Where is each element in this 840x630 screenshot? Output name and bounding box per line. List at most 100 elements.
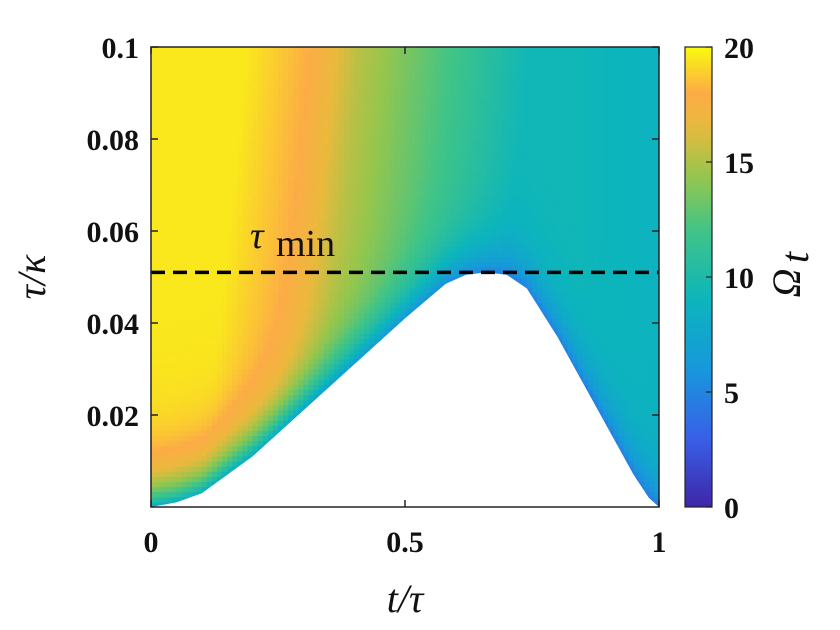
heatmap-cell: [318, 302, 325, 309]
heatmap-cell: [211, 231, 218, 237]
heatmap-cell: [308, 312, 315, 319]
heatmap-cell: [196, 164, 203, 171]
heatmap-cell: [359, 87, 365, 94]
heatmap-cell: [217, 82, 223, 89]
heatmap-cell: [420, 185, 426, 191]
heatmap-cell: [181, 123, 188, 130]
heatmap-cell: [151, 282, 157, 288]
heatmap-cell: [237, 67, 244, 74]
heatmap-cell: [410, 220, 416, 227]
heatmap-cell: [318, 261, 325, 268]
heatmap-cell: [247, 164, 254, 171]
heatmap-cell: [359, 82, 365, 89]
heatmap-cell: [303, 353, 310, 360]
heatmap-cell: [333, 62, 340, 69]
heatmap-cell: [283, 256, 289, 263]
heatmap-cell: [211, 323, 218, 329]
heatmap-cell: [272, 67, 279, 74]
heatmap-cell: [354, 87, 360, 94]
heatmap-cell: [166, 98, 172, 104]
heatmap-cell: [425, 144, 431, 150]
heatmap-cell: [349, 261, 355, 268]
heatmap-cell: [384, 317, 391, 324]
heatmap-cell: [278, 169, 284, 176]
heatmap-cell: [344, 287, 350, 293]
heatmap-cell: [405, 231, 411, 237]
heatmap-cell: [288, 154, 294, 161]
heatmap-cell: [222, 149, 228, 155]
heatmap-cell: [201, 185, 208, 191]
heatmap-cell: [267, 118, 274, 125]
heatmap-cell: [303, 261, 310, 268]
heatmap-cell: [176, 307, 183, 314]
heatmap-cell: [262, 409, 269, 416]
heatmap-cell: [227, 379, 233, 385]
heatmap-cell: [333, 374, 340, 380]
heatmap-cell: [176, 328, 183, 334]
heatmap-cell: [333, 195, 340, 201]
heatmap-cell: [394, 159, 401, 166]
heatmap-cell: [328, 200, 335, 207]
heatmap-cell: [313, 297, 320, 304]
heatmap-cell: [191, 430, 198, 437]
heatmap-cell: [313, 174, 320, 181]
heatmap-cell: [191, 420, 198, 426]
heatmap-cell: [338, 271, 345, 278]
heatmap-cell: [237, 159, 244, 166]
heatmap-cell: [222, 455, 228, 462]
heatmap-cell: [232, 225, 238, 232]
heatmap-cell: [227, 241, 233, 247]
heatmap-cell: [415, 246, 421, 253]
heatmap-cell: [425, 93, 431, 99]
heatmap-cell: [272, 72, 279, 79]
heatmap-cell: [323, 113, 330, 120]
heatmap-cell: [171, 338, 177, 345]
heatmap-cell: [211, 445, 218, 452]
heatmap-cell: [257, 394, 264, 401]
heatmap-cell: [186, 139, 193, 145]
heatmap-cell: [389, 251, 396, 258]
heatmap-cell: [156, 384, 162, 391]
heatmap-cell: [410, 93, 416, 99]
heatmap-cell: [415, 210, 421, 217]
heatmap-cell: [267, 312, 274, 319]
heatmap-cell: [232, 333, 238, 339]
heatmap-cell: [344, 98, 350, 104]
heatmap-cell: [257, 399, 264, 406]
heatmap-cell: [374, 333, 381, 339]
heatmap-cell: [166, 333, 172, 339]
heatmap-cell: [151, 108, 157, 115]
heatmap-cell: [313, 394, 320, 401]
heatmap-cell: [247, 415, 254, 421]
heatmap-cell: [166, 394, 172, 401]
heatmap-cell: [151, 82, 157, 89]
heatmap-cell: [196, 220, 203, 227]
heatmap-cell: [257, 297, 264, 304]
heatmap-cell: [252, 200, 259, 207]
heatmap-cell: [232, 123, 238, 130]
heatmap-cell: [394, 236, 401, 242]
heatmap-cell: [399, 215, 406, 222]
heatmap-cell: [283, 123, 289, 130]
heatmap-cell: [217, 409, 223, 416]
heatmap-cell: [161, 440, 167, 447]
heatmap-cell: [171, 328, 177, 334]
heatmap-cell: [191, 149, 198, 155]
heatmap-cell: [410, 169, 416, 176]
heatmap-cell: [389, 323, 396, 329]
heatmap-cell: [379, 179, 386, 186]
heatmap-cell: [293, 93, 299, 99]
heatmap-cell: [384, 133, 391, 140]
heatmap-cell: [206, 440, 213, 447]
heatmap-cell: [359, 123, 365, 130]
heatmap-cell: [384, 113, 391, 120]
heatmap-cell: [349, 123, 355, 130]
heatmap-cell: [196, 123, 203, 130]
heatmap-cell: [181, 62, 188, 69]
heatmap-cell: [394, 123, 401, 130]
heatmap-cell: [313, 287, 320, 293]
heatmap-cell: [217, 231, 223, 237]
heatmap-cell: [186, 292, 193, 299]
heatmap-cell: [374, 236, 381, 242]
heatmap-cell: [359, 169, 365, 176]
